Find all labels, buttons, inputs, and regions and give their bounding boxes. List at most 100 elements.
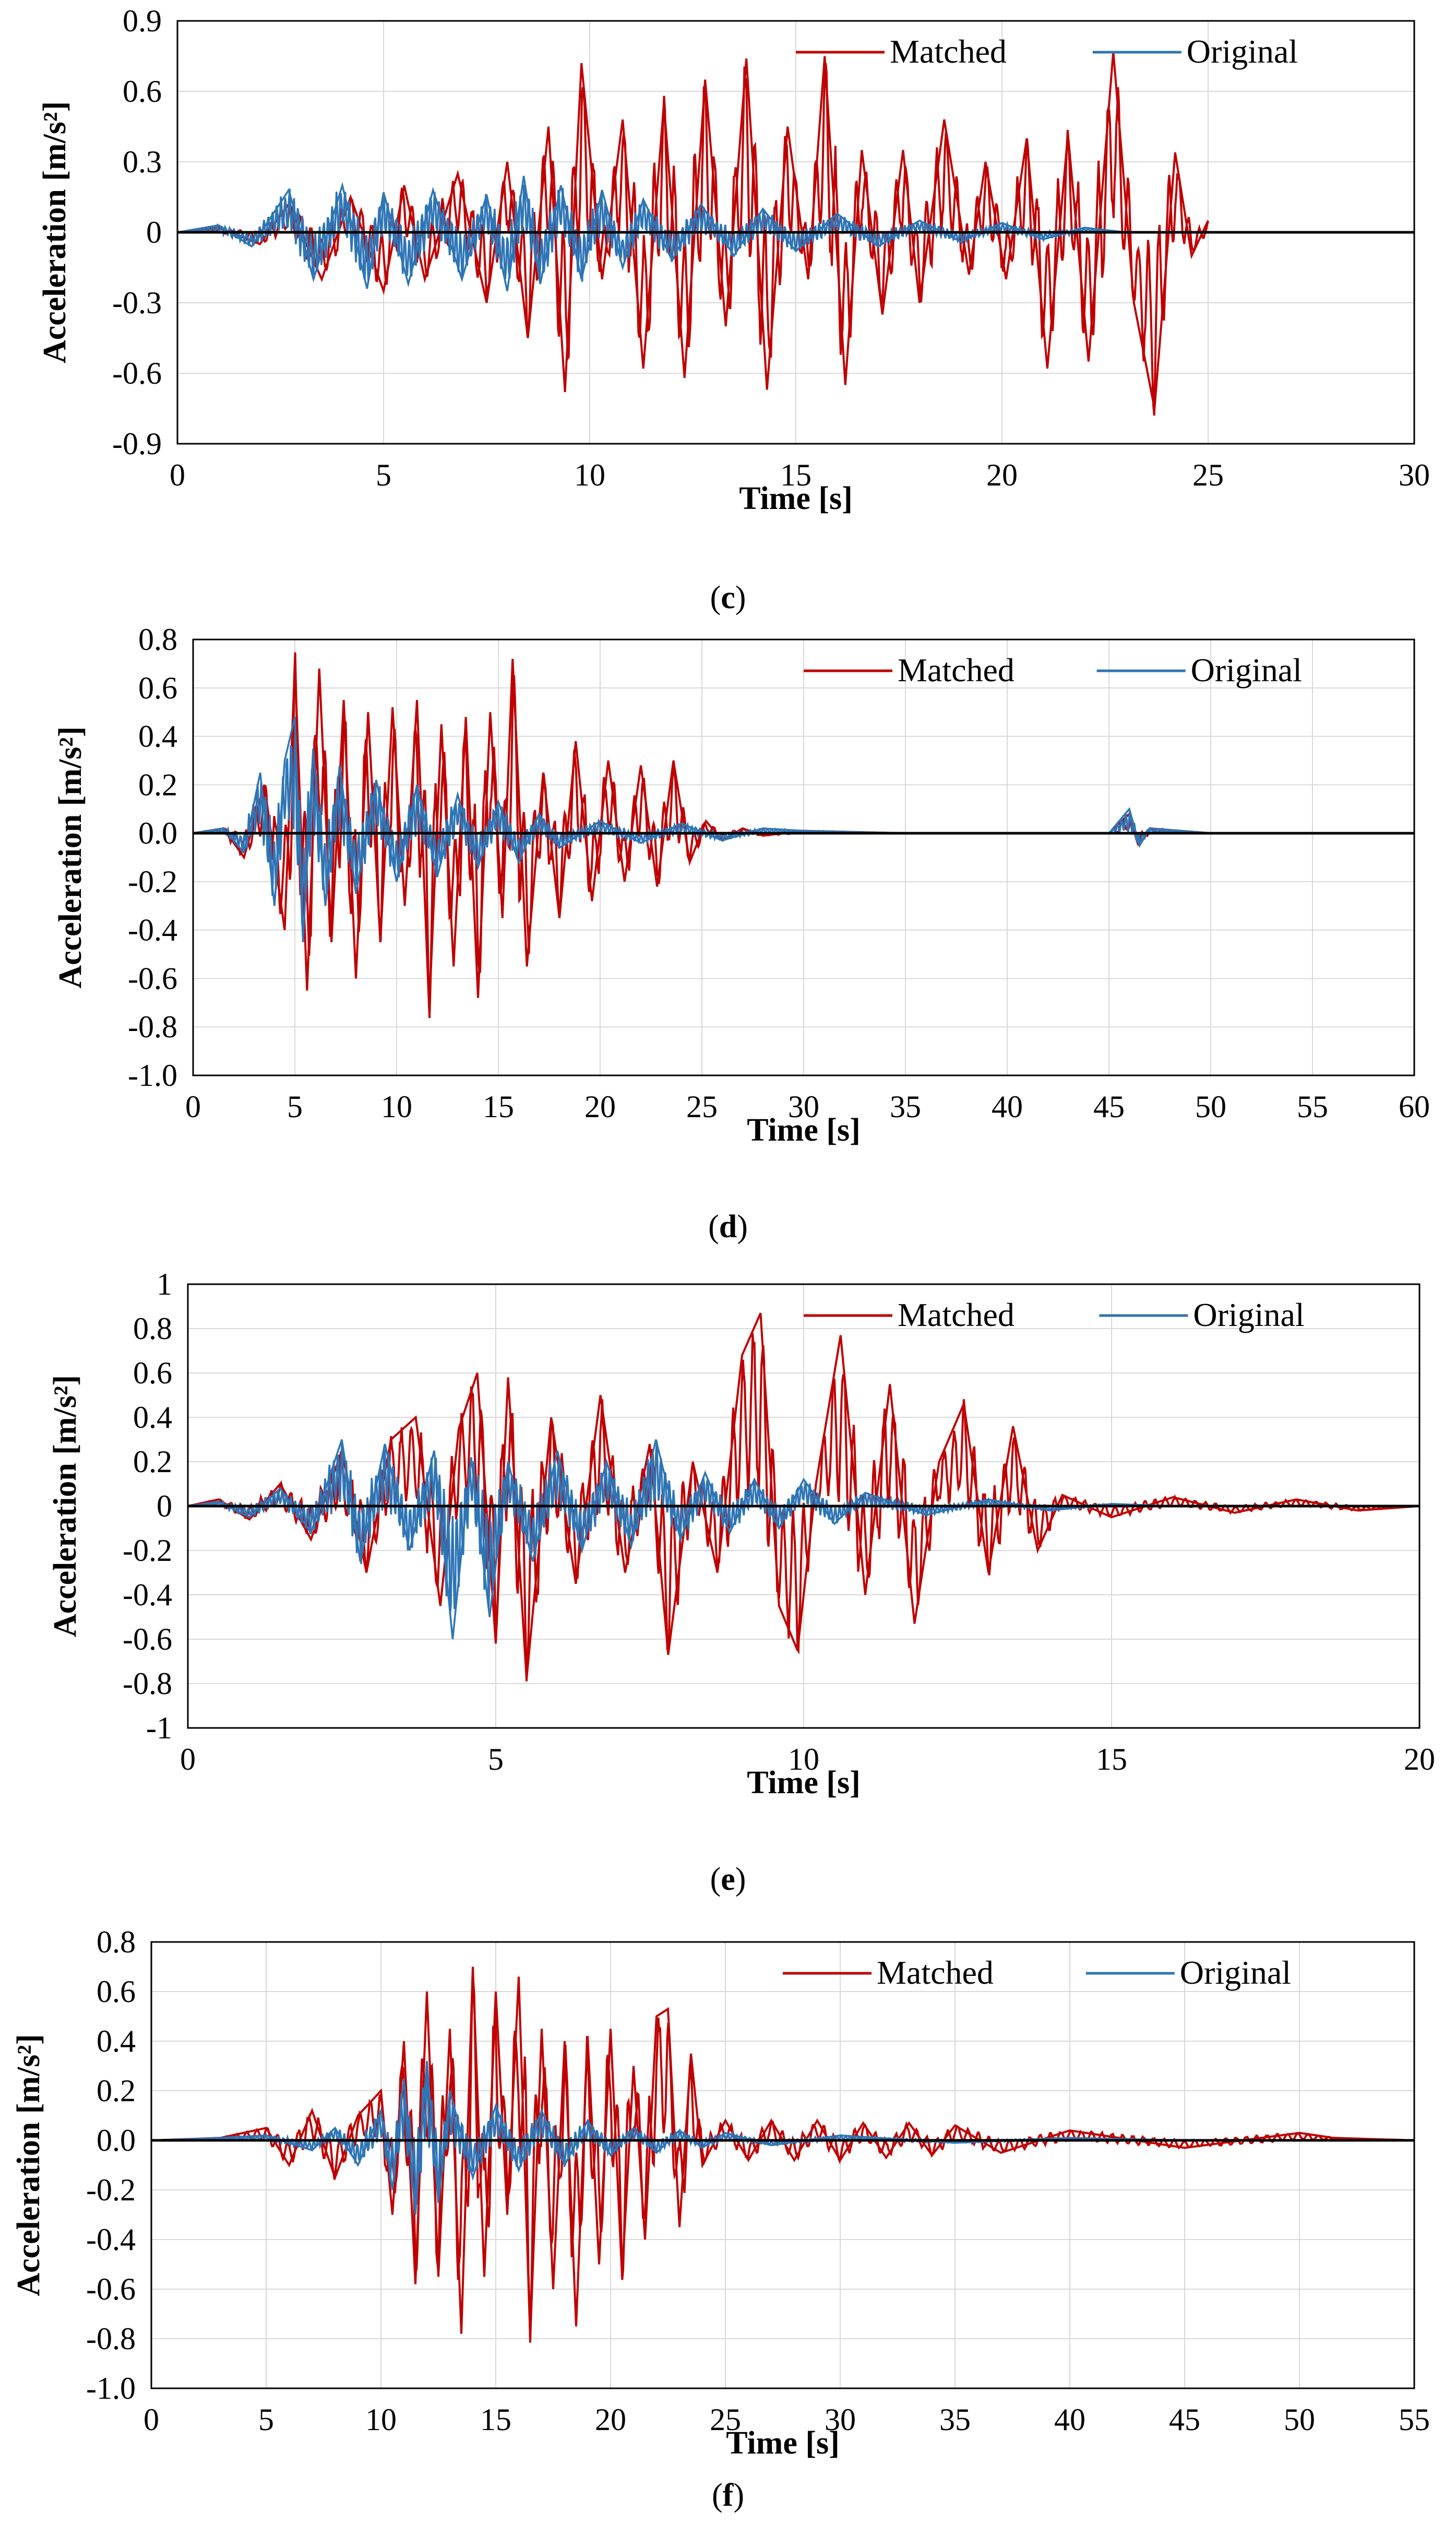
x-tick-label: 30 — [825, 2402, 856, 2437]
legend-label: Matched — [890, 33, 1007, 70]
y-tick-label: 0.2 — [133, 1444, 172, 1479]
x-tick-label: 45 — [1093, 1089, 1125, 1124]
legend-label: Original — [1193, 1296, 1304, 1333]
x-tick-label: 0 — [180, 1742, 196, 1776]
x-tick-label: 30 — [1399, 458, 1430, 492]
x-tick-label: 15 — [780, 458, 811, 492]
y-tick-label: 0.0 — [138, 816, 177, 850]
x-tick-label: 25 — [1192, 458, 1224, 492]
x-tick-label: 20 — [986, 458, 1018, 492]
y-tick-label: -0.6 — [112, 356, 162, 390]
series-peaks-matched — [188, 1312, 1419, 1679]
chart-panel-d: 0 5 10 15 20 25 30 35 40 45 50 55 60 0.8 0.6 0.4 0.2 0.0 -… — [53, 622, 1430, 1245]
x-tick-label: 45 — [1169, 2402, 1200, 2437]
series-peaks-matched — [151, 1967, 1414, 2339]
y-tick-label: -1.0 — [86, 2371, 136, 2406]
legend-label: Matched — [877, 1954, 994, 1991]
plot-frame — [192, 638, 1415, 1076]
y-tick-label: -0.8 — [123, 1666, 172, 1701]
y-axis-label: Acceleration [m/s²] — [53, 726, 88, 988]
y-tick-label: 0.8 — [97, 1925, 136, 1959]
y-tick-label: -0.2 — [128, 864, 177, 899]
series-peaks-original — [177, 175, 1126, 291]
y-tick-label: 0 — [146, 215, 162, 250]
legend-item-original: Original — [1099, 1296, 1305, 1333]
y-tick-label: 0 — [157, 1489, 172, 1523]
legend-item-matched: Matched — [783, 1954, 994, 1991]
legend-label: Matched — [898, 1296, 1015, 1333]
panel-caption: (c) — [710, 580, 746, 615]
y-tick-label: 0.4 — [133, 1400, 172, 1435]
y-tick-label: 0.0 — [97, 2123, 136, 2158]
y-tick-label: 0.2 — [97, 2074, 136, 2108]
x-tick-label: 0 — [185, 1089, 201, 1124]
x-tick-label: 35 — [939, 2402, 971, 2437]
x-tick-label: 5 — [258, 2402, 274, 2437]
y-tick-label: -1 — [146, 1711, 172, 1745]
x-tick-label: 5 — [488, 1742, 504, 1776]
x-tick-label: 60 — [1399, 1089, 1430, 1124]
legend-item-matched: Matched — [804, 652, 1015, 689]
y-tick-label: 0.4 — [138, 719, 177, 754]
chart-panel-e: 0 5 10 15 20 1 0.8 0.6 0.4 0.2 0 -0.2 -0.4 -0.6 -0.8 -1… — [47, 1267, 1435, 1897]
x-tick-label: 5 — [287, 1089, 303, 1124]
x-tick-label: 40 — [1054, 2402, 1085, 2437]
y-tick-label: 0.8 — [138, 622, 177, 657]
y-tick-label: 0.6 — [123, 74, 162, 109]
y-tick-label: -0.2 — [86, 2173, 136, 2207]
y-tick-label: -0.8 — [86, 2321, 136, 2356]
y-tick-label: -0.9 — [112, 427, 162, 461]
legend-item-original: Original — [1092, 33, 1298, 70]
chart-panel-f: 0 5 10 15 20 25 30 35 40 45 50 55 0.8 0.6 0.4 0.2 0.0 -0.… — [11, 1925, 1430, 2513]
y-tick-label: 0.3 — [123, 145, 162, 179]
y-tick-label: -0.2 — [123, 1533, 172, 1568]
y-axis-label: Acceleration [m/s²] — [37, 101, 73, 363]
x-axis-label: Time [s] — [726, 2425, 840, 2461]
legend-item-original: Original — [1096, 652, 1302, 689]
x-tick-label: 35 — [890, 1089, 921, 1124]
x-tick-label: 50 — [1284, 2402, 1315, 2437]
legend-label: Original — [1180, 1954, 1291, 1991]
y-tick-label: 0.9 — [123, 4, 162, 38]
x-axis-label: Time [s] — [739, 481, 853, 516]
y-tick-label: 0.8 — [133, 1311, 172, 1346]
y-tick-label: 0.2 — [138, 767, 177, 802]
series-line-matched — [188, 1333, 1419, 1681]
x-tick-label: 15 — [483, 1089, 514, 1124]
chart-panel-c: 0 5 10 15 20 25 30 0.9 0.6 0.3 0 -0.3 -0.6 -0.9 Time [… — [37, 4, 1430, 615]
y-tick-label: 0.6 — [97, 1974, 136, 2009]
x-tick-label: 20 — [1404, 1742, 1435, 1776]
y-tick-label: -0.6 — [123, 1622, 172, 1656]
panel-caption: (d) — [708, 1209, 748, 1245]
y-tick-label: -0.3 — [112, 286, 162, 320]
y-axis-label: Acceleration [m/s²] — [47, 1375, 83, 1637]
x-tick-label: 25 — [710, 2402, 741, 2437]
y-tick-label: -0.4 — [128, 913, 177, 947]
x-axis-label: Time [s] — [747, 1765, 861, 1801]
series-line-matched — [177, 63, 1209, 416]
x-tick-label: 25 — [686, 1089, 718, 1124]
x-tick-label: 20 — [584, 1089, 616, 1124]
x-tick-label: 55 — [1297, 1089, 1328, 1124]
x-tick-label: 40 — [992, 1089, 1023, 1124]
y-axis-label: Acceleration [m/s²] — [11, 2034, 46, 2296]
x-tick-label: 20 — [595, 2402, 626, 2437]
x-tick-label: 10 — [381, 1089, 412, 1124]
legend-item-matched: Matched — [796, 33, 1007, 70]
x-tick-label: 30 — [788, 1089, 819, 1124]
x-tick-label: 0 — [144, 2402, 159, 2437]
y-tick-label: -0.8 — [128, 1010, 177, 1044]
x-tick-label: 10 — [788, 1742, 819, 1776]
x-tick-label: 15 — [1096, 1742, 1127, 1776]
series-line-original — [177, 182, 1126, 282]
x-tick-label: 55 — [1399, 2402, 1430, 2437]
x-tick-label: 0 — [170, 458, 185, 492]
y-tick-label: -0.6 — [128, 961, 177, 996]
y-tick-label: -0.6 — [86, 2272, 136, 2306]
plot-frame — [150, 1941, 1415, 2389]
x-tick-label: 5 — [376, 458, 391, 492]
x-tick-label: 10 — [574, 458, 605, 492]
legend-label: Matched — [898, 652, 1015, 689]
legend-item-matched: Matched — [804, 1296, 1015, 1333]
y-tick-label: -1.0 — [128, 1058, 177, 1093]
